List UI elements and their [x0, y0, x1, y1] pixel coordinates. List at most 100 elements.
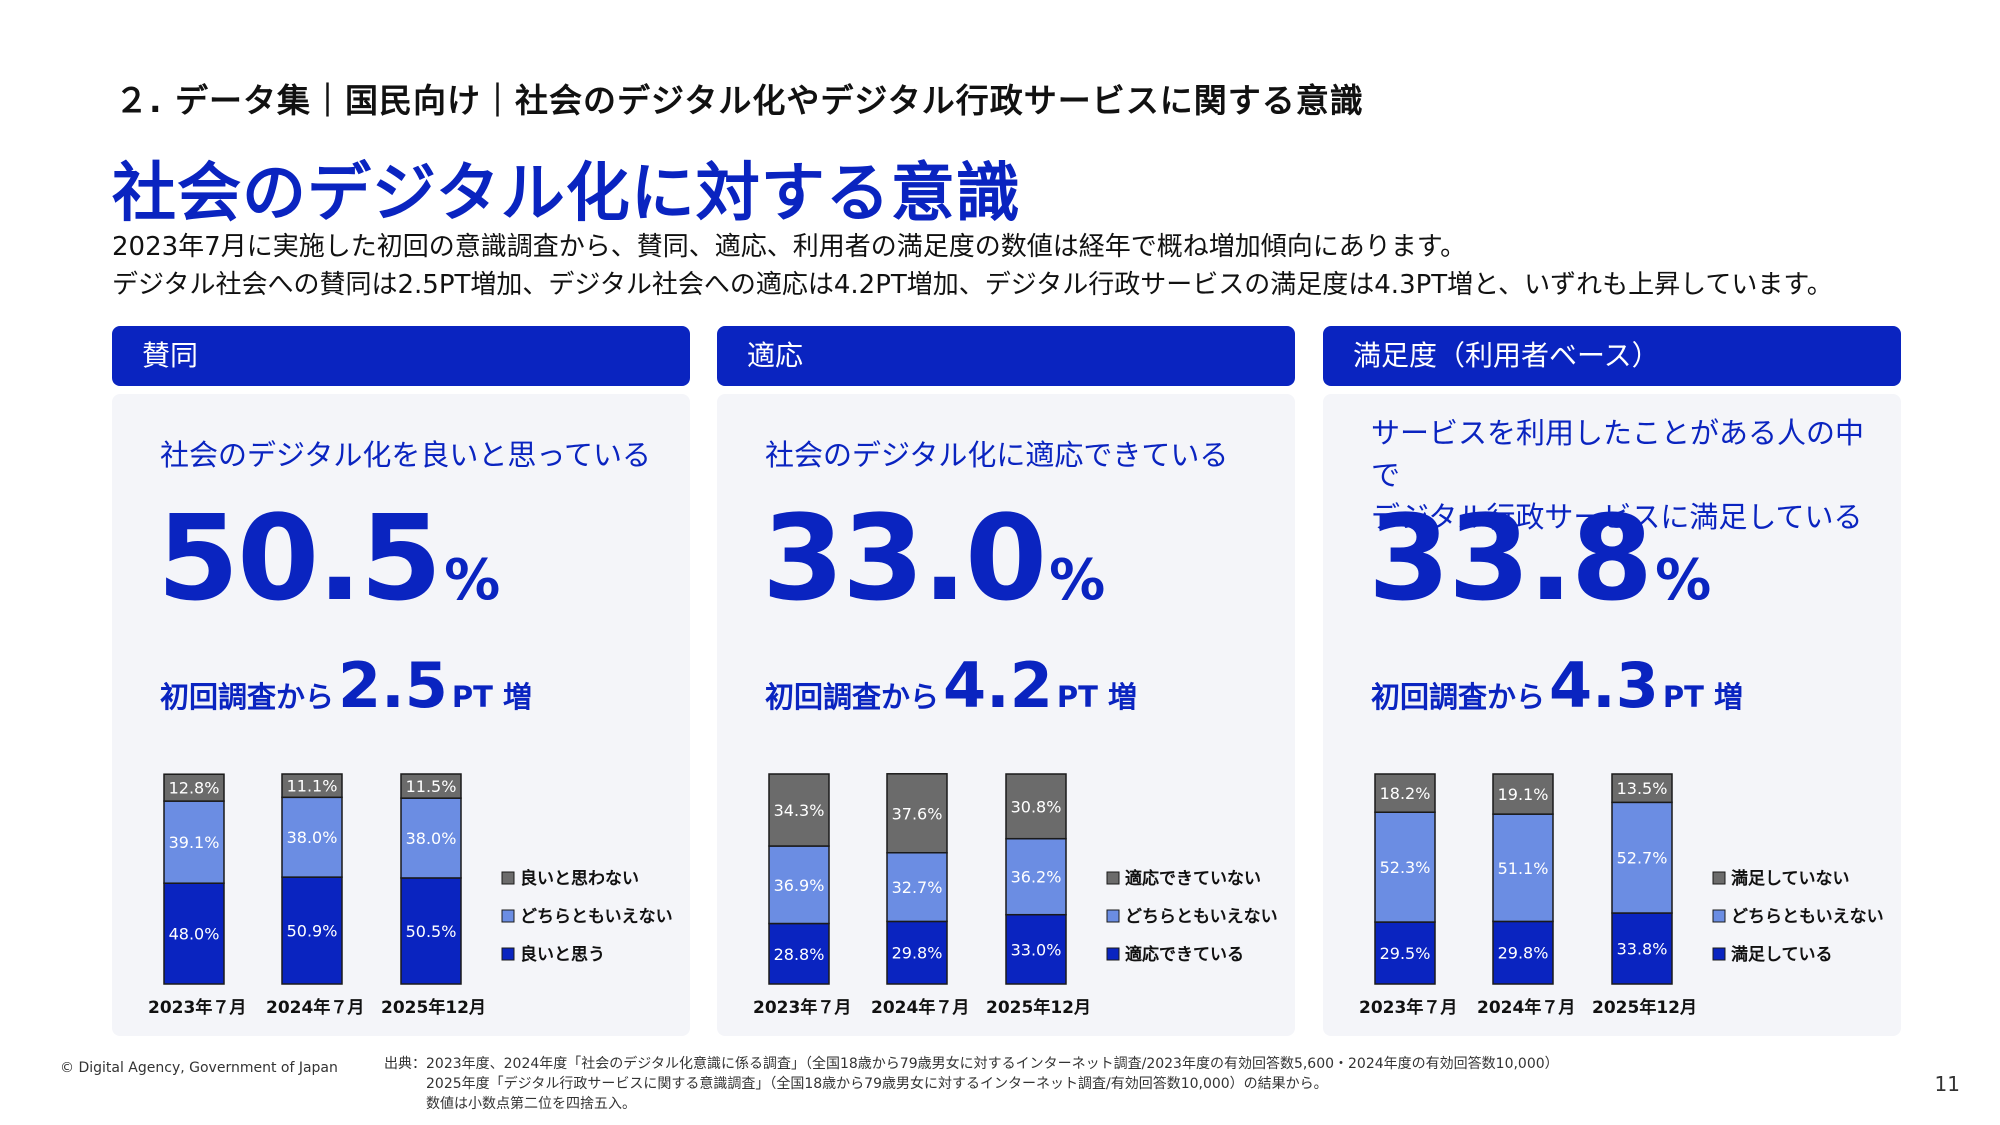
data-label: 18.2% [1380, 784, 1431, 803]
stacked-bar-chart: 48.0% 39.1% 12.8% 2023年７月 50.9% 38.0% 11.1% 202… [148, 773, 673, 1018]
delta-line: 初回調査から4.2 PT 増 [765, 649, 1137, 722]
category-label: 2024年７月 [1477, 997, 1575, 1018]
legend-swatch [1712, 909, 1726, 923]
panel-question: 社会のデジタル化を良いと思っている [160, 438, 651, 472]
bar-segment [768, 845, 830, 925]
category-label: 2025年12月 [986, 997, 1091, 1018]
bar-segment [1492, 773, 1554, 815]
panel-question: 社会のデジタル化に適応できている [765, 438, 1229, 472]
legend-label: 適応できている [1125, 944, 1244, 965]
data-label: 33.8% [1617, 940, 1668, 959]
data-label: 33.0% [1011, 940, 1062, 959]
panel-header: 適応 [717, 326, 1295, 386]
headline-percent: 50.5% [157, 489, 500, 627]
legend-swatch [1106, 871, 1120, 885]
category-label: 2023年７月 [148, 997, 246, 1018]
category-label: 2024年７月 [266, 997, 364, 1018]
bar-segment [163, 773, 225, 802]
bar-segment [886, 773, 948, 854]
legend-swatch [1712, 871, 1726, 885]
bar-segment [1005, 837, 1067, 916]
headline-unit: % [1655, 548, 1712, 613]
legend-label: 良いと思う [520, 944, 605, 965]
data-label: 36.9% [774, 876, 825, 895]
legend-label: 適応できていない [1125, 868, 1261, 889]
headline-value: 33.0 [762, 489, 1047, 627]
data-label: 30.8% [1011, 797, 1062, 816]
delta-line: 初回調査から4.3 PT 増 [1371, 649, 1743, 722]
data-label: 48.0% [169, 925, 220, 944]
data-label: 11.1% [287, 777, 338, 796]
bar-segment [400, 877, 462, 985]
bar-segment [281, 773, 343, 799]
data-label: 38.0% [287, 828, 338, 847]
legend-swatch [501, 871, 515, 885]
delta-value: 4.3 [1549, 649, 1659, 722]
bar-segment [1492, 920, 1554, 985]
data-label: 50.5% [406, 922, 457, 941]
panel-satisfaction: 満足度（利用者ベース） サービスを利用したことがある人の中で デジタル行政サービ… [1323, 326, 1901, 1036]
delta-label: 初回調査から [765, 680, 940, 714]
data-label: 28.8% [774, 945, 825, 964]
legend-label: 良いと思わない [520, 868, 639, 889]
legend-swatch [501, 909, 515, 923]
data-label: 52.7% [1617, 849, 1668, 868]
legend-label: 満足していない [1731, 868, 1850, 889]
bar-segment [1492, 813, 1554, 923]
category-label: 2025年12月 [381, 997, 486, 1018]
bar-segment [768, 922, 830, 985]
legend-swatch [501, 947, 515, 961]
category-label: 2025年12月 [1592, 997, 1697, 1018]
panel-body: サービスを利用したことがある人の中で デジタル行政サービスに満足している 33.… [1323, 394, 1901, 1036]
bar-segment [281, 796, 343, 878]
data-label: 34.3% [774, 801, 825, 820]
bar-segment [1611, 912, 1673, 985]
headline-value: 33.8 [1368, 489, 1653, 627]
legend-swatch [1106, 909, 1120, 923]
category-label: 2023年７月 [1359, 997, 1457, 1018]
breadcrumb: ２. データ集｜国民向け｜社会のデジタル化やデジタル行政サービスに関する意識 [115, 81, 1364, 120]
copyright: © Digital Agency, Government of Japan [60, 1060, 338, 1076]
panel-header: 賛同 [112, 326, 690, 386]
panel-body: 社会のデジタル化に適応できている 33.0% 初回調査から4.2 PT 増 28.… [717, 394, 1295, 1036]
panel-body: 社会のデジタル化を良いと思っている 50.5% 初回調査から2.5 PT 増 48… [112, 394, 690, 1036]
data-label: 12.8% [169, 779, 220, 798]
delta-line: 初回調査から2.5 PT 増 [160, 649, 532, 722]
bar-segment [1374, 811, 1436, 923]
stacked-bar-chart: 29.5% 52.3% 18.2% 2023年７月 29.8% 51.1% 19.1% 202… [1359, 773, 1884, 1018]
legend-label: どちらともいえない [520, 907, 673, 927]
panel-agreement: 賛同 社会のデジタル化を良いと思っている 50.5% 初回調査から2.5 PT 増… [112, 326, 690, 1036]
data-label: 38.0% [406, 829, 457, 848]
headline-unit: % [1049, 548, 1106, 613]
legend-swatch [1712, 947, 1726, 961]
data-label: 32.7% [892, 878, 943, 897]
data-label: 50.9% [287, 922, 338, 941]
panel-adaptation: 適応 社会のデジタル化に適応できている 33.0% 初回調査から4.2 PT 増 … [717, 326, 1295, 1036]
headline-unit: % [444, 548, 501, 613]
lead-line-1: 2023年7月に実施した初回の意識調査から、賛同、適応、利用者の満足度の数値は経… [112, 232, 1467, 262]
page-number: 11 [1934, 1072, 1960, 1096]
headline-percent: 33.0% [762, 489, 1105, 627]
bar-segment [1005, 913, 1067, 985]
data-label: 37.6% [892, 804, 943, 823]
panel-question: サービスを利用したことがある人の中で デジタル行政サービスに満足している [1371, 416, 1865, 534]
delta-label: 初回調査から [160, 680, 335, 714]
delta-value: 4.2 [943, 649, 1053, 722]
bar-segment [400, 797, 462, 879]
bar-segment [281, 876, 343, 985]
bar-segment [1374, 773, 1436, 813]
data-label: 51.1% [1498, 859, 1549, 878]
data-label: 39.1% [169, 833, 220, 852]
legend-swatch [1106, 947, 1120, 961]
legend-label: どちらともいえない [1125, 907, 1278, 927]
headline-value: 50.5 [157, 489, 442, 627]
source-note: 出典：2023年度、2024年度「社会のデジタル化意識に係る調査」（全国18歳か… [384, 1056, 1559, 1112]
data-label: 29.5% [1380, 944, 1431, 963]
panel-header: 満足度（利用者ベース） [1323, 326, 1901, 386]
bar-segment [1005, 773, 1067, 840]
lead-text: 2023年7月に実施した初回の意識調査から、賛同、適応、利用者の満足度の数値は経… [112, 228, 1833, 304]
delta-unit: PT 増 [1056, 680, 1137, 714]
data-label: 52.3% [1380, 858, 1431, 877]
data-label: 29.8% [1498, 944, 1549, 963]
delta-value: 2.5 [338, 649, 448, 722]
